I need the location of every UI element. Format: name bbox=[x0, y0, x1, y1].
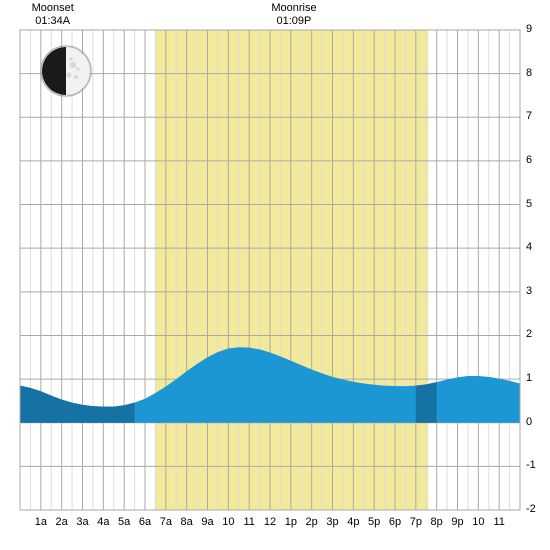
header-time: 01:09P bbox=[254, 15, 334, 28]
x-tick-label: 9p bbox=[447, 516, 469, 529]
y-tick-label: 3 bbox=[526, 285, 532, 298]
tide-chart: 1a2a3a4a5a6a7a8a9a1011121p2p3p4p5p6p7p8p… bbox=[0, 0, 550, 550]
moon-phase-icon bbox=[40, 45, 92, 97]
y-tick-label: 0 bbox=[526, 416, 532, 429]
y-tick-label: 6 bbox=[526, 154, 532, 167]
y-tick-label: 9 bbox=[526, 23, 532, 36]
x-tick-label: 4p bbox=[342, 516, 364, 529]
y-tick-label: 2 bbox=[526, 328, 532, 341]
header-title: Moonrise bbox=[254, 2, 334, 15]
header-time: 01:34A bbox=[13, 15, 93, 28]
x-tick-label: 3a bbox=[72, 516, 94, 529]
y-tick-label: 1 bbox=[526, 372, 532, 385]
x-tick-label: 1p bbox=[280, 516, 302, 529]
header-title: Moonset bbox=[13, 2, 93, 15]
x-tick-label: 5a bbox=[113, 516, 135, 529]
x-tick-label: 8a bbox=[176, 516, 198, 529]
y-tick-label: 5 bbox=[526, 198, 532, 211]
x-tick-label: 8p bbox=[426, 516, 448, 529]
x-tick-label: 7p bbox=[405, 516, 427, 529]
x-tick-label: 10 bbox=[217, 516, 239, 529]
y-tick-label: 7 bbox=[526, 110, 532, 123]
y-tick-label: 8 bbox=[526, 67, 532, 80]
x-tick-label: 6p bbox=[384, 516, 406, 529]
x-tick-label: 1a bbox=[30, 516, 52, 529]
y-tick-label: 4 bbox=[526, 241, 532, 254]
x-tick-label: 2p bbox=[301, 516, 323, 529]
x-tick-label: 2a bbox=[51, 516, 73, 529]
x-tick-label: 11 bbox=[488, 516, 510, 529]
x-tick-label: 11 bbox=[238, 516, 260, 529]
x-tick-label: 5p bbox=[363, 516, 385, 529]
x-tick-label: 3p bbox=[322, 516, 344, 529]
x-tick-label: 4a bbox=[92, 516, 114, 529]
y-tick-label: -2 bbox=[526, 503, 536, 516]
x-tick-label: 9a bbox=[197, 516, 219, 529]
x-tick-label: 12 bbox=[259, 516, 281, 529]
y-tick-label: -1 bbox=[526, 459, 536, 472]
x-tick-label: 6a bbox=[134, 516, 156, 529]
x-tick-label: 7a bbox=[155, 516, 177, 529]
x-tick-label: 10 bbox=[467, 516, 489, 529]
